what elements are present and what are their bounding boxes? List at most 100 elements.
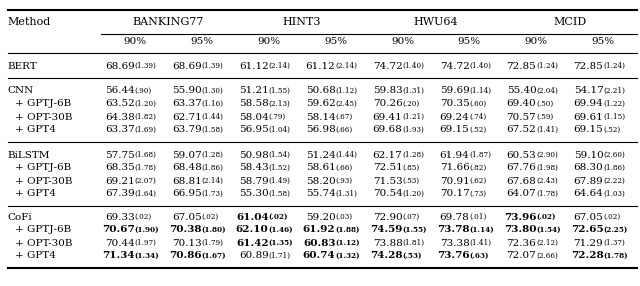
Text: 90%: 90% (257, 37, 280, 47)
Text: 95%: 95% (190, 37, 213, 47)
Text: 69.41: 69.41 (372, 112, 403, 122)
Text: 67.68: 67.68 (507, 176, 536, 186)
Text: (2.45): (2.45) (335, 100, 357, 108)
Text: 59.69: 59.69 (440, 86, 469, 96)
Text: 59.62: 59.62 (306, 100, 335, 108)
Text: 72.90: 72.90 (372, 212, 403, 221)
Text: 70.54: 70.54 (372, 190, 403, 198)
Text: 95%: 95% (458, 37, 481, 47)
Text: 71.66: 71.66 (440, 164, 469, 172)
Text: (.53): (.53) (403, 252, 422, 260)
Text: 67.76: 67.76 (507, 164, 536, 172)
Text: 60.53: 60.53 (507, 150, 536, 160)
Text: 60.89: 60.89 (239, 251, 269, 261)
Text: + OPT-30B: + OPT-30B (15, 112, 73, 122)
Text: (.02): (.02) (536, 213, 556, 221)
Text: 69.78: 69.78 (440, 212, 469, 221)
Text: (1.34): (1.34) (134, 252, 159, 260)
Text: (1.86): (1.86) (604, 164, 625, 172)
Text: 51.21: 51.21 (239, 86, 269, 96)
Text: 73.38: 73.38 (440, 239, 469, 247)
Text: (1.14): (1.14) (469, 87, 492, 95)
Text: 61.94: 61.94 (440, 150, 469, 160)
Text: (.53): (.53) (403, 177, 420, 185)
Text: (1.46): (1.46) (269, 226, 293, 234)
Text: 58.04: 58.04 (239, 112, 269, 122)
Text: 63.52: 63.52 (105, 100, 134, 108)
Text: 73.96: 73.96 (504, 212, 536, 221)
Text: (1.41): (1.41) (536, 126, 559, 134)
Text: (.67): (.67) (335, 113, 353, 121)
Text: (1.54): (1.54) (536, 226, 561, 234)
Text: (1.24): (1.24) (604, 62, 625, 70)
Text: (1.55): (1.55) (269, 87, 291, 95)
Text: (1.67): (1.67) (202, 252, 226, 260)
Text: 61.04: 61.04 (236, 212, 269, 221)
Text: (1.20): (1.20) (403, 190, 424, 198)
Text: 72.28: 72.28 (571, 251, 604, 261)
Text: (1.55): (1.55) (403, 226, 427, 234)
Text: 70.86: 70.86 (169, 251, 202, 261)
Text: 70.91: 70.91 (440, 176, 469, 186)
Text: + OPT-30B: + OPT-30B (15, 239, 73, 247)
Text: 69.15: 69.15 (440, 126, 469, 134)
Text: 90%: 90% (525, 37, 548, 47)
Text: (1.41): (1.41) (469, 239, 492, 247)
Text: (2.12): (2.12) (536, 239, 558, 247)
Text: + GPTJ-6B: + GPTJ-6B (15, 225, 72, 235)
Text: + GPT4: + GPT4 (15, 190, 56, 198)
Text: (1.81): (1.81) (403, 239, 424, 247)
Text: (1.49): (1.49) (269, 177, 291, 185)
Text: (1.78): (1.78) (604, 252, 628, 260)
Text: (.02): (.02) (134, 213, 152, 221)
Text: 56.95: 56.95 (239, 126, 269, 134)
Text: (.79): (.79) (269, 113, 286, 121)
Text: 95%: 95% (592, 37, 615, 47)
Text: (1.37): (1.37) (604, 239, 625, 247)
Text: (2.07): (2.07) (134, 177, 156, 185)
Text: (2.21): (2.21) (604, 87, 625, 95)
Text: (.01): (.01) (469, 213, 487, 221)
Text: (1.32): (1.32) (335, 252, 360, 260)
Text: (1.64): (1.64) (134, 190, 157, 198)
Text: 70.38: 70.38 (169, 225, 202, 235)
Text: 58.79: 58.79 (239, 176, 269, 186)
Text: (1.30): (1.30) (202, 87, 223, 95)
Text: (2.90): (2.90) (536, 151, 558, 159)
Text: (.07): (.07) (403, 213, 420, 221)
Text: 58.58: 58.58 (239, 100, 269, 108)
Text: 74.72: 74.72 (440, 61, 469, 71)
Text: 50.68: 50.68 (306, 86, 335, 96)
Text: 51.24: 51.24 (306, 150, 335, 160)
Text: (.52): (.52) (469, 126, 486, 134)
Text: (.90): (.90) (134, 87, 152, 95)
Text: 73.80: 73.80 (504, 225, 536, 235)
Text: 73.88: 73.88 (372, 239, 403, 247)
Text: (1.20): (1.20) (134, 100, 157, 108)
Text: 60.74: 60.74 (303, 251, 335, 261)
Text: 58.14: 58.14 (306, 112, 335, 122)
Text: 67.05: 67.05 (172, 212, 202, 221)
Text: (.59): (.59) (536, 113, 554, 121)
Text: 59.07: 59.07 (172, 150, 202, 160)
Text: 67.52: 67.52 (507, 126, 536, 134)
Text: 72.65: 72.65 (571, 225, 604, 235)
Text: 70.35: 70.35 (440, 100, 469, 108)
Text: 56.98: 56.98 (306, 126, 335, 134)
Text: 68.30: 68.30 (573, 164, 604, 172)
Text: (2.14): (2.14) (269, 62, 291, 70)
Text: (1.98): (1.98) (536, 164, 558, 172)
Text: (2.04): (2.04) (536, 87, 558, 95)
Text: HWU64: HWU64 (413, 17, 458, 27)
Text: (.20): (.20) (403, 100, 420, 108)
Text: BANKING77: BANKING77 (132, 17, 204, 27)
Text: 69.40: 69.40 (507, 100, 536, 108)
Text: (1.16): (1.16) (202, 100, 224, 108)
Text: 70.44: 70.44 (105, 239, 134, 247)
Text: 69.15: 69.15 (573, 126, 604, 134)
Text: 74.28: 74.28 (370, 251, 403, 261)
Text: 60.83: 60.83 (303, 239, 335, 247)
Text: (1.35): (1.35) (269, 239, 293, 247)
Text: 61.12: 61.12 (239, 61, 269, 71)
Text: 71.34: 71.34 (102, 251, 134, 261)
